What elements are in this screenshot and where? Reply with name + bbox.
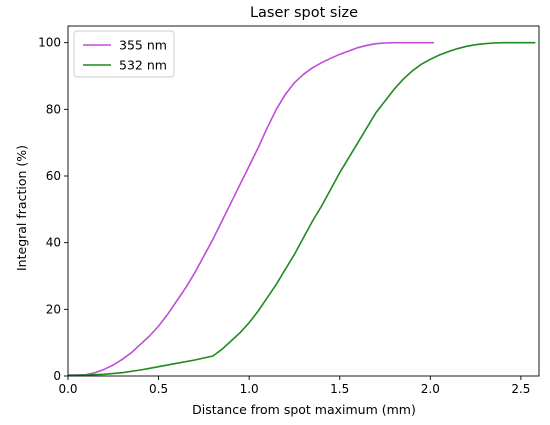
x-axis-label: Distance from spot maximum (mm) [192, 402, 416, 417]
series-line-532-nm [67, 41, 536, 377]
y-tick-label: 80 [46, 102, 61, 116]
plot-area [68, 26, 539, 376]
x-tick-label: 1.0 [240, 382, 259, 396]
y-axis-label: Integral fraction (%) [14, 145, 29, 271]
x-tick-label: 0.0 [58, 382, 77, 396]
legend-label: 532 nm [119, 58, 167, 73]
x-tick-label: 0.5 [149, 382, 168, 396]
y-tick-label: 40 [46, 236, 61, 250]
plot-background [68, 26, 539, 376]
x-tick-label: 2.5 [511, 382, 530, 396]
series-line-355-nm [68, 41, 434, 376]
y-tick-label: 60 [46, 169, 61, 183]
axes: 0.0 0.5 1.0 1.5 2.0 2.5 0 20 40 60 80 100 [38, 25, 540, 396]
y-tick-label: 0 [53, 369, 61, 383]
legend-label: 355 nm [119, 38, 167, 53]
axes-frame [67, 25, 540, 377]
y-tick-label: 20 [46, 302, 61, 316]
x-tick-label: 1.5 [330, 382, 349, 396]
legend: 355 nm 532 nm [73, 30, 175, 78]
y-tick-label: 100 [38, 36, 61, 50]
series-layer [67, 41, 536, 377]
x-tick-label: 2.0 [421, 382, 440, 396]
chart-title: Laser spot size [250, 5, 358, 21]
